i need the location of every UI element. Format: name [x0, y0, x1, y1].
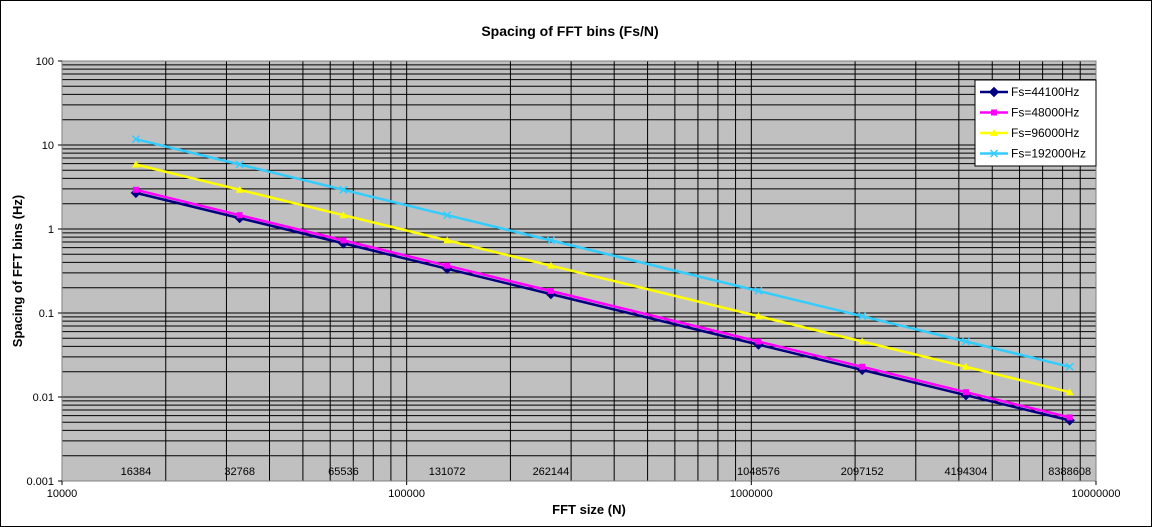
data-point-triangle — [858, 337, 867, 345]
data-point-triangle — [754, 312, 763, 320]
legend: Fs=44100Hz Fs=48000Hz Fs=96000Hz Fs=192000H… — [974, 79, 1097, 167]
data-point-x — [989, 149, 999, 158]
series-fs-192000hz — [131, 135, 1074, 371]
data-point-x — [1065, 362, 1074, 371]
y-tick-label: 0.1 — [39, 308, 54, 320]
legend-item: Fs=44100Hz — [980, 85, 1079, 99]
data-label: 16384 — [121, 466, 152, 478]
data-point-square — [991, 109, 997, 116]
data-point-square — [340, 237, 347, 244]
data-point-square — [755, 338, 762, 345]
data-point-square — [1066, 414, 1073, 421]
data-point-diamond — [988, 86, 1000, 98]
data-label: 4194304 — [945, 466, 988, 478]
data-label: 262144 — [533, 466, 570, 478]
x-tick-label: 10000 — [47, 488, 78, 500]
data-label: 1048576 — [737, 466, 780, 478]
data-point-x-stroke — [1065, 362, 1074, 371]
data-point-x-stroke — [858, 312, 867, 321]
data-point-triangle — [235, 185, 244, 193]
legend-item: Fs=96000Hz — [980, 126, 1079, 140]
data-point-triangle — [1065, 388, 1074, 396]
x-tick-label: 100000 — [388, 488, 425, 500]
data-label: 65536 — [328, 466, 359, 478]
x-axis-title: FFT size (N) — [552, 502, 626, 517]
data-point-x — [235, 160, 244, 169]
series-fs-96000hz — [131, 160, 1074, 396]
legend-label: Fs=192000Hz — [1011, 147, 1086, 161]
data-point-triangle — [339, 211, 348, 219]
legend-label: Fs=48000Hz — [1011, 106, 1079, 120]
series-fs-48000hz — [132, 186, 1073, 421]
data-point-x — [443, 211, 452, 220]
data-point-x-stroke — [131, 135, 140, 144]
data-point-x-stroke — [961, 337, 970, 346]
data-point-x — [754, 286, 763, 295]
series-group — [130, 135, 1075, 426]
data-point-square — [859, 363, 866, 370]
data-labels: 16384 32768 65536 131072 262144 1048576 209715… — [121, 466, 1092, 478]
y-tick-label: 1 — [48, 224, 54, 236]
data-label: 8388608 — [1048, 466, 1091, 478]
data-point-x — [131, 135, 140, 144]
plot-area-border — [61, 60, 1097, 482]
y-tick-label: 100 — [36, 56, 54, 68]
data-point-triangle — [961, 362, 970, 370]
y-tick-label: 10 — [42, 140, 54, 152]
data-label: 131072 — [429, 466, 466, 478]
x-axis: 10000 100000 1000000 10000000 — [47, 481, 1121, 500]
data-point-x — [858, 312, 867, 321]
x-tick-label: 10000000 — [1072, 488, 1121, 500]
data-point-x-stroke — [443, 211, 452, 220]
data-point-triangle — [546, 261, 555, 269]
legend-label: Fs=96000Hz — [1011, 126, 1079, 140]
data-point-triangle — [443, 236, 452, 244]
data-point-x-stroke — [235, 160, 244, 169]
data-point-x-stroke — [339, 185, 348, 194]
y-axis: 0.001 0.01 0.1 1 10 100 — [26, 56, 62, 488]
x-tick-label: 1000000 — [730, 488, 773, 500]
data-point-square — [236, 212, 243, 219]
chart-title: Spacing of FFT bins (Fs/N) — [481, 23, 658, 39]
data-label: 32768 — [224, 466, 255, 478]
legend-item: Fs=192000Hz — [980, 147, 1086, 161]
y-tick-label: 0.01 — [33, 392, 54, 404]
data-point-x-stroke — [989, 149, 999, 158]
data-point-square — [444, 262, 451, 269]
legend-label: Fs=44100Hz — [1011, 85, 1079, 99]
data-point-square — [547, 287, 554, 294]
data-point-x-stroke — [754, 286, 763, 295]
y-axis-title: Spacing of FFT bins (Hz) — [10, 195, 25, 347]
legend-item: Fs=48000Hz — [980, 106, 1079, 120]
y-tick-label: 0.001 — [26, 476, 54, 488]
data-point-triangle — [990, 129, 998, 136]
data-point-x — [961, 337, 970, 346]
data-point-triangle — [131, 160, 140, 168]
data-point-x-stroke — [546, 236, 555, 245]
data-label: 2097152 — [841, 466, 884, 478]
plot-area — [62, 61, 1096, 481]
data-point-x — [546, 236, 555, 245]
data-point-x — [339, 185, 348, 194]
data-point-square — [132, 186, 139, 193]
data-point-square — [962, 389, 969, 396]
